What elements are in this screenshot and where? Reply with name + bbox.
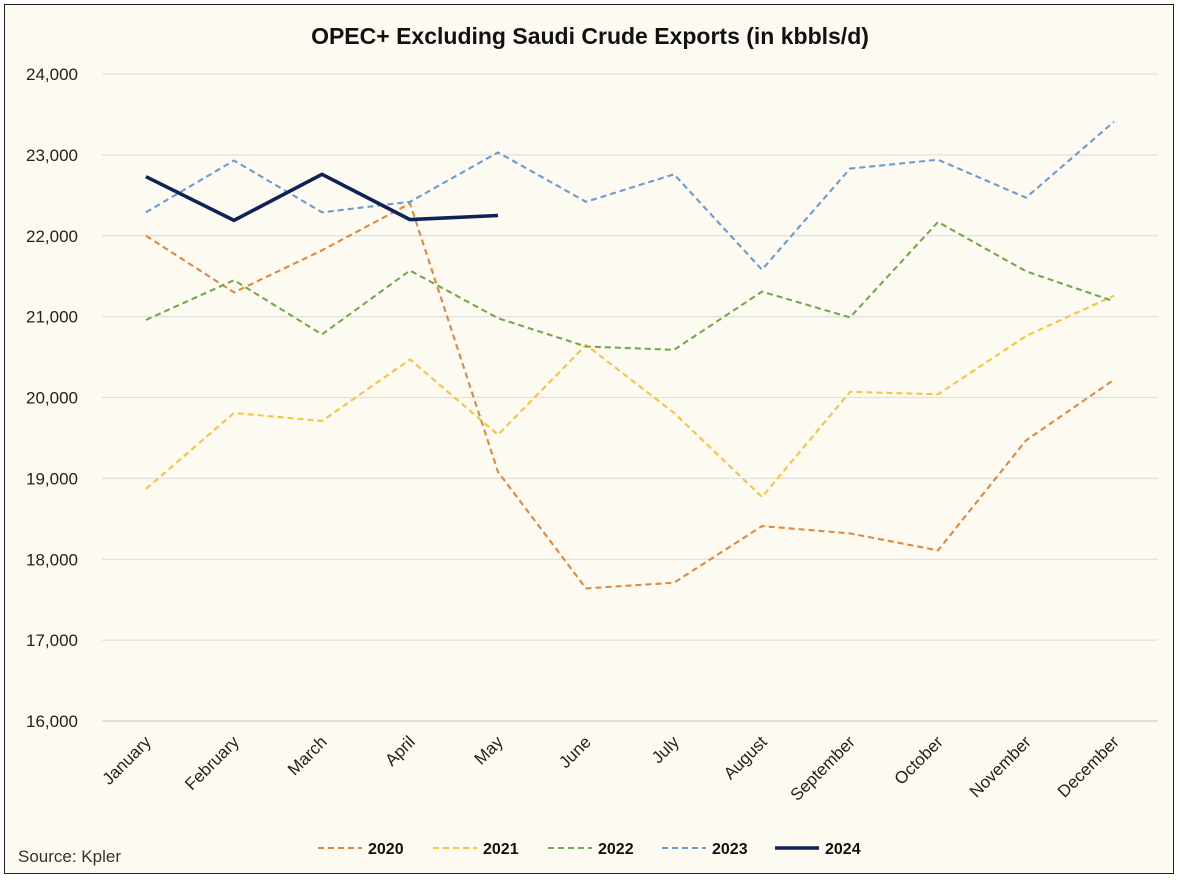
legend-label-2024: 2024 — [825, 841, 861, 858]
series-line-2021 — [145, 294, 1115, 499]
x-tick-label: July — [648, 732, 683, 767]
chart-title: OPEC+ Excluding Saudi Crude Exports (in … — [311, 23, 869, 49]
y-axis-ticks: 16,000 17,000 18,000 19,000 20,000 21,000 22,0… — [26, 65, 78, 731]
x-tick-label: March — [284, 732, 331, 779]
gridlines — [102, 73, 1158, 722]
series-line-2024 — [145, 172, 499, 223]
x-tick-label: May — [471, 732, 507, 768]
x-tick-label: October — [891, 732, 947, 788]
x-tick-label: November — [966, 732, 1035, 801]
y-tick-label: 16,000 — [26, 712, 78, 731]
x-tick-label: December — [1054, 732, 1123, 801]
series-line-2020 — [145, 202, 1115, 590]
x-tick-label: April — [381, 732, 418, 769]
series-line-2023 — [145, 120, 1115, 271]
x-tick-label: June — [555, 732, 595, 772]
legend-label-2023: 2023 — [712, 841, 748, 858]
x-tick-label: February — [181, 732, 243, 794]
series-line-2022 — [145, 220, 1115, 351]
y-tick-label: 24,000 — [26, 65, 78, 84]
x-tick-label: September — [787, 732, 859, 804]
source-note: Source: Kpler — [18, 847, 121, 866]
x-tick-label: January — [99, 732, 156, 789]
legend-label-2021: 2021 — [483, 841, 519, 858]
series-lines — [145, 120, 1115, 590]
legend: 2020 2021 2022 2023 2024 — [318, 841, 861, 858]
legend-label-2020: 2020 — [368, 841, 404, 858]
y-tick-label: 23,000 — [26, 146, 78, 165]
y-tick-label: 19,000 — [26, 469, 78, 488]
y-tick-label: 22,000 — [26, 227, 78, 246]
legend-label-2022: 2022 — [598, 841, 634, 858]
y-tick-label: 17,000 — [26, 631, 78, 650]
chart-frame — [4, 4, 1174, 874]
y-tick-label: 18,000 — [26, 550, 78, 569]
x-tick-label: August — [720, 732, 771, 783]
x-axis-ticks: January February March April May June July Augu… — [99, 732, 1123, 805]
y-tick-label: 21,000 — [26, 308, 78, 327]
y-tick-label: 20,000 — [26, 389, 78, 408]
